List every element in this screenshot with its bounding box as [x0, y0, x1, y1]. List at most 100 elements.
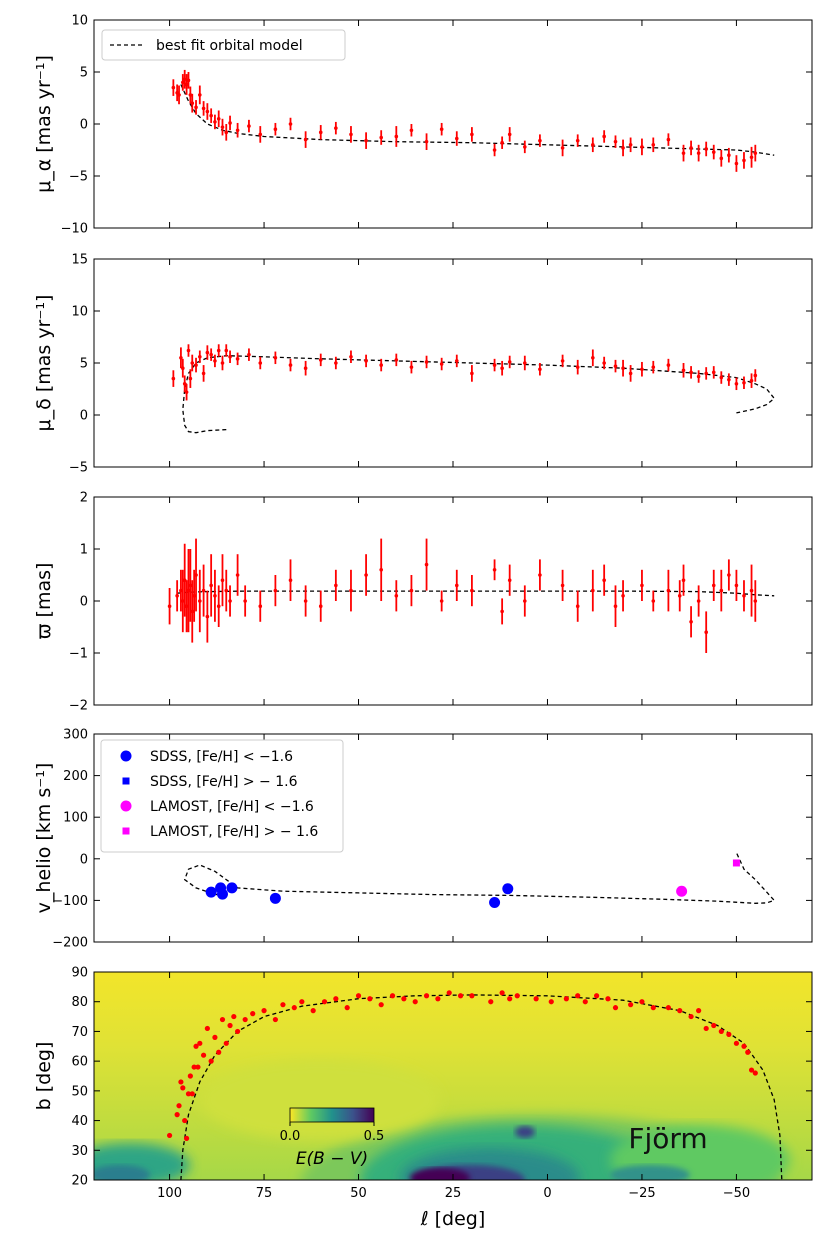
- y-axis-label: ϖ [mas]: [33, 563, 55, 640]
- y-axis-label: μ_δ [mas yr⁻¹]: [33, 295, 55, 432]
- data-point: [582, 999, 588, 1005]
- panel-pm-dec: −5 0 5 10 15 μ_δ [mas yr⁻¹]: [33, 253, 813, 476]
- data-point: [401, 996, 407, 1002]
- x-tick-label: −50: [723, 1186, 750, 1201]
- data-point: [204, 1025, 210, 1032]
- data-point: [602, 578, 606, 582]
- data-point: [538, 138, 542, 143]
- data-point: [176, 1103, 182, 1109]
- y-tick-label: 40: [71, 1114, 88, 1129]
- y-axis-label: μ_α [mas yr⁻¹]: [33, 55, 55, 193]
- data-point: [185, 1091, 192, 1097]
- legend-marker-circle: [120, 750, 132, 762]
- data-point: [171, 85, 176, 90]
- data-point-circle: [226, 882, 238, 894]
- data-point: [213, 359, 217, 363]
- data-point: [734, 583, 739, 588]
- data-point: [470, 132, 474, 137]
- data-point: [379, 568, 384, 572]
- x-axis-label: ℓ [deg]: [420, 1208, 486, 1230]
- data-point: [651, 365, 656, 369]
- data-point: [198, 354, 202, 359]
- data-point: [349, 132, 353, 137]
- data-point: [247, 352, 251, 357]
- data-point: [191, 1064, 197, 1070]
- data-point: [575, 993, 581, 999]
- data-point: [303, 366, 308, 371]
- data-point: [349, 588, 353, 593]
- data-point: [190, 361, 195, 365]
- legend-marker-square: [122, 777, 130, 785]
- data-point: [180, 1085, 186, 1091]
- data-point: [394, 594, 399, 598]
- data-point: [412, 999, 418, 1005]
- data-point: [273, 127, 278, 131]
- data-point: [216, 604, 221, 608]
- data-point: [602, 361, 606, 365]
- data-point: [677, 1008, 683, 1014]
- data-point: [538, 367, 542, 372]
- data-point: [639, 999, 645, 1005]
- data-point: [235, 357, 240, 361]
- data-point: [208, 1058, 214, 1064]
- data-point: [195, 1064, 201, 1070]
- data-point: [514, 993, 520, 999]
- model-curve: [183, 852, 776, 904]
- data-point: [650, 1005, 656, 1011]
- data-point: [507, 578, 512, 582]
- data-point: [689, 146, 693, 150]
- data-point: [220, 578, 225, 582]
- data-point: [454, 359, 459, 363]
- data-point: [500, 609, 504, 614]
- data-point: [651, 143, 656, 147]
- plot-area-parallax: [167, 538, 775, 653]
- model-curve: [180, 84, 775, 156]
- data-point: [198, 93, 202, 97]
- data-point: [435, 996, 441, 1002]
- data-point: [182, 382, 187, 386]
- data-point: [711, 150, 716, 154]
- y-tick-label: 1: [80, 543, 88, 558]
- data-point: [228, 599, 232, 603]
- y-tick-label: 10: [71, 305, 88, 320]
- data-point: [250, 1011, 256, 1017]
- y-tick-label: −100: [52, 894, 88, 909]
- y-tick-label: 10: [71, 14, 88, 29]
- data-point: [227, 1022, 233, 1029]
- data-point: [711, 1022, 717, 1029]
- data-point: [742, 158, 746, 163]
- data-point: [734, 161, 739, 166]
- data-point: [621, 594, 625, 598]
- data-point: [179, 356, 183, 360]
- data-point: [613, 139, 618, 144]
- data-point: [318, 130, 323, 135]
- data-point: [666, 588, 671, 593]
- data-point: [613, 604, 618, 608]
- data-point: [409, 128, 414, 133]
- data-point: [748, 1067, 755, 1073]
- data-point: [591, 588, 595, 593]
- data-point: [181, 599, 185, 603]
- y-tick-label: 20: [71, 1174, 88, 1189]
- panel-pm-ra: −10 −5 0 5 10 μ_α [mas yr⁻¹] best fit orbital …: [33, 14, 813, 237]
- x-tick-label: −25: [628, 1186, 655, 1201]
- y-tick-label: 70: [71, 1025, 88, 1040]
- data-point: [726, 1031, 732, 1037]
- data-point: [321, 999, 328, 1005]
- data-point: [224, 588, 229, 593]
- colorbar: 0.0 0.5 E(B − V): [280, 1107, 384, 1169]
- data-point: [711, 370, 716, 375]
- panel-sky: 20 30 40 50 60 70 80 90 100 75 50 25 0 −25 −50 b [deg]: [33, 966, 813, 1201]
- legend-entry: best fit orbital model: [156, 38, 303, 54]
- data-point: [749, 378, 754, 383]
- y-tick-label: 5: [80, 357, 88, 372]
- data-point: [178, 1079, 184, 1085]
- data-point: [507, 132, 512, 137]
- data-point: [424, 139, 429, 144]
- data-point: [344, 1005, 350, 1011]
- data-point: [216, 1049, 222, 1055]
- data-point: [704, 147, 708, 151]
- data-point: [188, 376, 193, 381]
- data-point: [175, 594, 179, 598]
- data-point: [184, 82, 189, 87]
